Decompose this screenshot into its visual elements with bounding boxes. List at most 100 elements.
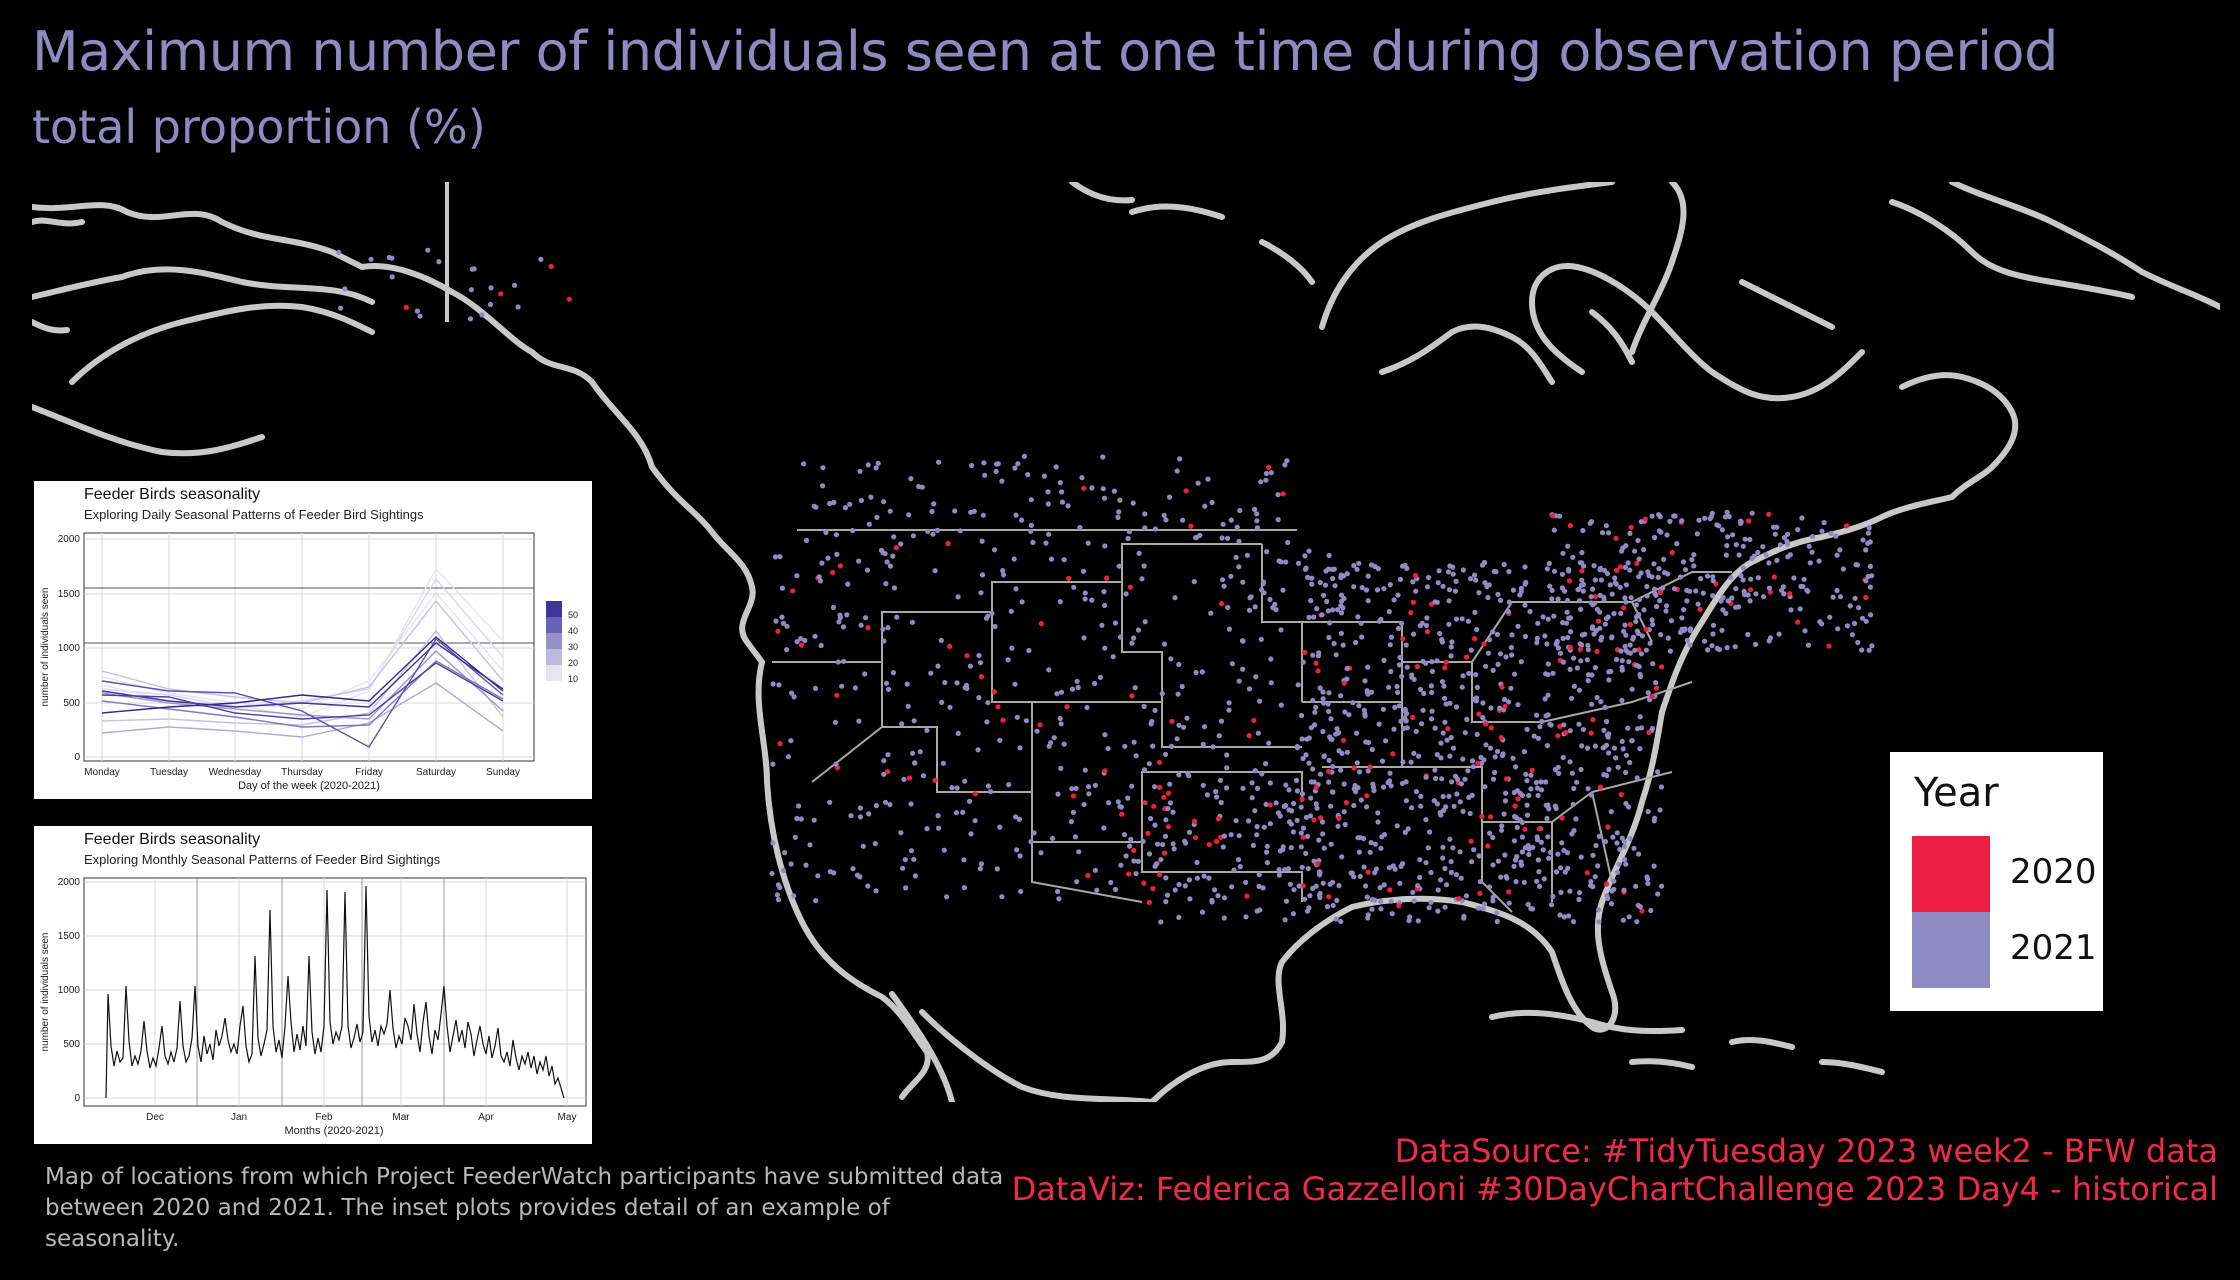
observation-point (775, 897, 782, 903)
observation-point (911, 718, 917, 724)
observation-point (1853, 562, 1859, 568)
observation-point (1684, 598, 1690, 604)
observation-point (1453, 872, 1460, 878)
observation-point (1659, 664, 1665, 670)
observation-point (1013, 814, 1019, 820)
observation-point (1588, 878, 1594, 885)
observation-point (1363, 587, 1370, 593)
observation-point (1571, 828, 1577, 834)
observation-point (1596, 833, 1602, 840)
observation-point (1089, 485, 1095, 491)
observation-point (1388, 668, 1394, 675)
observation-point (1511, 838, 1517, 844)
observation-point (1251, 717, 1257, 724)
observation-point (982, 472, 988, 478)
observation-point (1157, 872, 1163, 878)
observation-point (985, 783, 992, 789)
observation-point (1584, 657, 1590, 663)
observation-point (995, 704, 1001, 710)
observation-point (1518, 585, 1524, 591)
observation-point (1341, 680, 1347, 686)
daily-xtick: Thursday (281, 767, 323, 778)
observation-point (1502, 703, 1508, 709)
observation-point (1011, 556, 1017, 562)
observation-point (1421, 690, 1427, 697)
observation-point (891, 534, 897, 540)
daily-ytick: 1000 (58, 643, 81, 654)
observation-point (1525, 901, 1531, 908)
observation-point (1005, 657, 1011, 663)
observation-point (1378, 845, 1384, 851)
observation-point (1015, 461, 1021, 467)
observation-point (1126, 871, 1132, 877)
observation-point (1399, 620, 1405, 626)
observation-point (1356, 560, 1362, 566)
observation-point (794, 639, 800, 645)
observation-point (1290, 829, 1296, 835)
observation-point (1543, 779, 1549, 785)
observation-point (1436, 568, 1442, 574)
observation-point (1627, 836, 1633, 842)
observation-point (1218, 718, 1225, 724)
observation-point (882, 799, 889, 805)
observation-point (1079, 475, 1085, 481)
observation-point (1488, 725, 1494, 731)
observation-point (1142, 525, 1148, 531)
observation-point (972, 791, 979, 797)
observation-point (1518, 659, 1524, 665)
observation-point (1432, 767, 1438, 773)
observation-point (1623, 647, 1629, 654)
observation-point (1536, 826, 1542, 832)
observation-point (1500, 751, 1506, 757)
observation-point (1651, 863, 1657, 869)
observation-point (1180, 724, 1187, 730)
observation-point (1117, 634, 1124, 640)
observation-point (1577, 890, 1583, 896)
observation-point (403, 304, 409, 310)
observation-point (790, 588, 796, 594)
observation-point (837, 612, 843, 618)
observation-point (1611, 878, 1617, 884)
observation-point (1494, 918, 1500, 925)
observation-point (1592, 577, 1598, 583)
observation-point (1615, 764, 1621, 770)
observation-point (1369, 906, 1375, 912)
observation-point (1547, 583, 1553, 589)
observation-point (1559, 815, 1565, 821)
observation-point (1266, 464, 1272, 470)
observation-point (1606, 766, 1612, 773)
observation-point (1408, 610, 1414, 616)
observation-point (976, 695, 982, 701)
observation-point (1257, 907, 1263, 913)
observation-point (1503, 790, 1509, 796)
observation-point (844, 612, 850, 618)
observation-point (1695, 601, 1701, 607)
observation-point (1417, 686, 1424, 692)
observation-point (1604, 718, 1610, 725)
observation-point (1464, 654, 1470, 660)
observation-point (803, 862, 809, 868)
observation-point (1328, 803, 1334, 809)
observation-point (1014, 847, 1020, 853)
observation-point (1350, 700, 1356, 706)
observation-point (1378, 898, 1384, 905)
observation-point (1369, 897, 1375, 903)
observation-point (1637, 746, 1643, 752)
observation-point (1622, 595, 1628, 601)
observation-point (1671, 586, 1677, 592)
observation-point (1405, 826, 1411, 832)
observation-point (1652, 680, 1659, 686)
observation-point (1777, 542, 1783, 548)
observation-point (1237, 864, 1243, 870)
observation-point (1590, 602, 1596, 608)
observation-point (924, 826, 930, 832)
observation-point (1567, 644, 1574, 650)
observation-point (1456, 896, 1462, 902)
observation-point (989, 610, 995, 616)
observation-point (1472, 609, 1478, 615)
observation-point (1634, 662, 1640, 668)
observation-point (1580, 726, 1586, 733)
observation-point (968, 509, 974, 515)
observation-point (1564, 609, 1570, 615)
observation-point (1073, 785, 1079, 792)
